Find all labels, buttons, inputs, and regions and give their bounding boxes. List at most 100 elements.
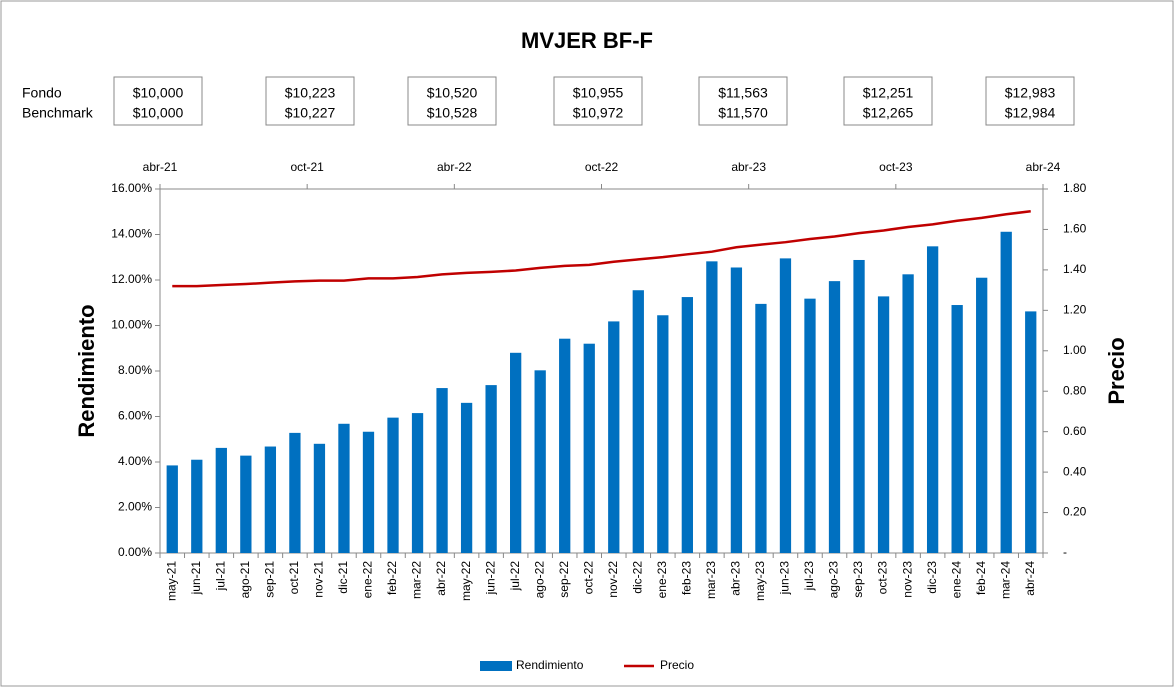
- bar: [166, 465, 178, 553]
- x-tick-label: oct-21: [287, 561, 301, 595]
- x-tick-label: dic-21: [336, 561, 350, 594]
- summary-box: [407, 76, 497, 126]
- bar: [926, 246, 939, 553]
- top-axis-label: oct-22: [585, 160, 619, 174]
- bar: [877, 296, 890, 553]
- x-tick-label: feb-23: [680, 561, 694, 595]
- x-tick-label: nov-22: [606, 561, 620, 598]
- x-tick-label: jun-22: [483, 561, 497, 596]
- y2-tick-label: 0.80: [1063, 383, 1087, 397]
- x-tick-label: sep-23: [851, 561, 865, 598]
- y-tick-label: 12.00%: [111, 272, 152, 286]
- bar: [411, 413, 424, 553]
- x-tick-label: mar-22: [410, 561, 424, 599]
- x-tick-label: dic-23: [925, 561, 939, 594]
- y2-tick-label: 1.80: [1063, 181, 1087, 195]
- row-label: Fondo: [22, 85, 62, 101]
- bar: [853, 259, 865, 553]
- y2-tick-label: 1.40: [1063, 262, 1087, 276]
- bar: [657, 315, 669, 553]
- benchmark-value: $10,528: [427, 105, 478, 121]
- x-tick-label: ago-22: [532, 561, 546, 599]
- y2-tick-label: 0.40: [1063, 464, 1087, 478]
- bar: [1025, 311, 1037, 553]
- bar: [338, 423, 350, 553]
- y2-tick-label: 0.60: [1063, 424, 1087, 438]
- x-tick-label: abr-23: [729, 561, 743, 596]
- y-tick-label: 8.00%: [118, 363, 152, 377]
- legend-label: Precio: [660, 658, 694, 672]
- chart-title: MVJER BF-F: [521, 28, 653, 53]
- summary-box: [265, 76, 355, 126]
- y2-tick-label: 1.60: [1063, 222, 1087, 236]
- x-tick-label: ago-23: [827, 561, 841, 599]
- x-tick-label: mar-23: [704, 561, 718, 599]
- y-tick-label: 2.00%: [118, 500, 152, 514]
- top-axis-label: abr-23: [731, 160, 766, 174]
- x-tick-label: may-21: [164, 561, 178, 601]
- x-tick-label: jun-23: [778, 561, 792, 596]
- bar: [362, 431, 375, 553]
- bar: [681, 297, 693, 553]
- fondo-value: $10,223: [285, 85, 336, 101]
- bar: [436, 388, 448, 553]
- bar: [559, 338, 571, 553]
- benchmark-value: $11,570: [718, 105, 768, 121]
- x-tick-label: sep-21: [263, 561, 277, 598]
- legend-label: Rendimiento: [516, 658, 584, 672]
- fondo-value: $12,983: [1005, 85, 1056, 101]
- bar: [804, 298, 816, 553]
- top-axis-label: oct-21: [290, 160, 324, 174]
- bar: [191, 459, 203, 553]
- price-line: [172, 210, 1031, 288]
- x-tick-label: may-22: [459, 561, 473, 601]
- x-tick-label: oct-23: [876, 561, 890, 595]
- y-tick-label: 10.00%: [111, 318, 152, 332]
- y2-tick-label: 1.20: [1063, 303, 1087, 317]
- y-tick-label: 4.00%: [118, 454, 152, 468]
- bar: [951, 305, 963, 553]
- bar: [779, 258, 792, 553]
- benchmark-value: $12,265: [863, 105, 914, 121]
- x-tick-label: ene-24: [949, 561, 963, 599]
- fondo-value: $10,520: [427, 85, 478, 101]
- bar: [510, 352, 522, 553]
- bar: [387, 417, 399, 553]
- bar: [902, 274, 914, 553]
- y-tick-label: 14.00%: [111, 227, 152, 241]
- row-label: Benchmark: [22, 105, 94, 121]
- summary-box: [113, 76, 203, 126]
- summary-box: [553, 76, 643, 126]
- top-axis-label: abr-21: [143, 160, 178, 174]
- bar: [534, 370, 546, 553]
- benchmark-value: $10,000: [133, 105, 184, 121]
- x-tick-label: oct-22: [581, 561, 595, 595]
- x-tick-label: dic-22: [630, 561, 644, 594]
- bar: [485, 385, 497, 553]
- y-axis-label: Rendimiento: [74, 304, 99, 437]
- summary-box: [698, 76, 788, 126]
- x-tick-label: ene-23: [655, 561, 669, 599]
- x-tick-label: jun-21: [189, 561, 203, 596]
- x-tick-label: abr-24: [1023, 561, 1037, 596]
- summary-box: [843, 76, 933, 126]
- y-tick-label: 0.00%: [118, 545, 152, 559]
- y-tick-label: 16.00%: [111, 181, 152, 195]
- x-tick-label: sep-22: [557, 561, 571, 598]
- x-tick-label: feb-22: [385, 561, 399, 595]
- y2-axis-label: Precio: [1104, 337, 1129, 404]
- x-tick-label: nov-21: [312, 561, 326, 598]
- y2-tick-label: 1.00: [1063, 343, 1087, 357]
- y-tick-label: 6.00%: [118, 409, 152, 423]
- fondo-value: $10,955: [573, 85, 624, 101]
- legend-swatch: [480, 661, 512, 671]
- bar: [240, 455, 252, 553]
- fondo-value: $12,251: [863, 85, 914, 101]
- x-tick-label: abr-22: [434, 561, 448, 596]
- x-tick-label: feb-24: [974, 561, 988, 595]
- bar: [706, 261, 718, 553]
- benchmark-value: $10,227: [285, 105, 336, 121]
- benchmark-value: $10,972: [573, 105, 624, 121]
